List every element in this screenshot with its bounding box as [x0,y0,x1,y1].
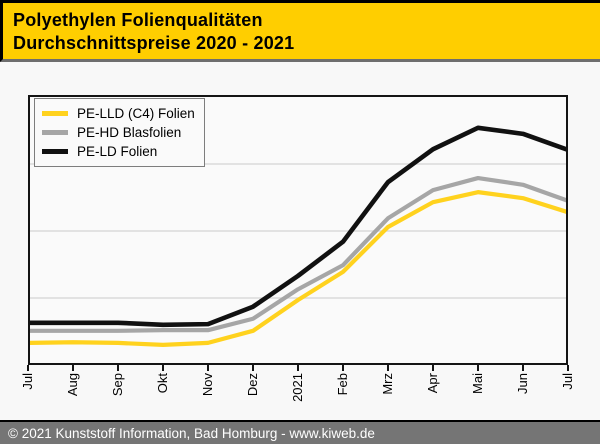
legend-label: PE-LD Folien [77,144,158,159]
x-axis-tick [432,365,434,371]
legend-swatch-gray-line-icon [42,130,68,135]
legend-box: PE-LLD (C4) Folien PE-HD Blasfolien PE-L… [34,98,205,167]
legend-item-pe-hd: PE-HD Blasfolien [42,123,195,142]
x-tick-label: Jul [560,373,575,390]
x-tick-label: Okt [155,373,170,394]
chart-title-line2: Durchschnittspreise 2020 - 2021 [13,33,295,53]
x-tick-label: Dez [245,373,260,397]
legend-label: PE-HD Blasfolien [77,125,182,140]
copyright-text: © 2021 Kunststoff Information, Bad Hombu… [8,425,375,441]
x-axis-tick [252,365,254,371]
chart-line-pe-lld-c4-folien [30,190,566,347]
legend-item-pe-lld: PE-LLD (C4) Folien [42,104,195,123]
plot-svg [30,125,566,347]
x-tick-label: Apr [425,373,440,394]
x-axis-tick [477,365,479,371]
legend-swatch-black-line-icon [42,149,68,154]
x-axis-tick [117,365,119,371]
x-tick-label: Feb [335,373,350,396]
legend-label: PE-LLD (C4) Folien [77,106,195,121]
x-axis-tick [387,365,389,371]
x-tick-label: Jul [20,373,35,390]
x-tick-label: Mrz [380,373,395,395]
x-axis-tick [297,365,299,371]
x-tick-label: Mai [470,373,485,394]
x-tick-label: Aug [65,373,80,397]
x-axis-tick [567,365,569,371]
chart-line-pe-hd-blasfolien [30,175,566,333]
x-tick-label: Jun [515,373,530,394]
copyright-bar: © 2021 Kunststoff Information, Bad Hombu… [0,420,600,444]
x-axis-tick [27,365,29,371]
chart-title-bar: Polyethylen Folienqualitäten Durchschnit… [0,0,600,62]
x-axis-tick [207,365,209,371]
x-tick-label: Sep [110,373,125,397]
legend-swatch-yellow-line-icon [42,111,68,116]
x-axis-tick [342,365,344,371]
chart-line-pe-ld-folien [30,125,566,328]
legend-item-pe-ld: PE-LD Folien [42,142,195,161]
x-axis-tick [522,365,524,371]
x-tick-label: Nov [200,373,215,397]
x-tick-label: 2021 [290,373,305,402]
x-axis-tick [72,365,74,371]
x-axis-tick [162,365,164,371]
chart-title-line1: Polyethylen Folienqualitäten [13,10,263,30]
